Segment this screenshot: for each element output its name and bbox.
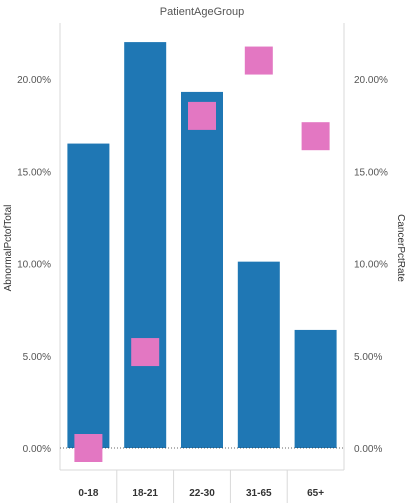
marker-31-65 (244, 46, 273, 75)
left-y-tick-label: 20.00% (17, 75, 51, 86)
bar-series (67, 42, 337, 448)
x-axis-ticks: 0-18 18-21 22-30 31-65 65+ (78, 488, 324, 499)
right-y-tick-label: 10.00% (354, 260, 388, 271)
right-y-tick-label: 15.00% (354, 167, 388, 178)
left-axis-ticks: 0.00% 5.00% 10.00% 15.00% 20.00% (17, 75, 51, 455)
marker-22-30 (188, 101, 216, 130)
left-y-tick-label: 0.00% (23, 444, 51, 455)
x-tick-label: 31-65 (246, 488, 272, 499)
category-dividers (116, 470, 288, 503)
bar-65+ (294, 329, 337, 448)
chart-title: PatientAgeGroup (160, 6, 244, 18)
left-y-tick-label: 15.00% (17, 167, 51, 178)
right-y-tick-label: 20.00% (354, 75, 388, 86)
bar-22-30 (181, 91, 223, 448)
left-y-tick-label: 5.00% (23, 352, 51, 363)
marker-series (74, 46, 330, 462)
marker-0-18 (74, 434, 103, 462)
right-axis-title: CancerPctRate (395, 214, 406, 282)
right-y-tick-label: 5.00% (354, 352, 382, 363)
bar-0-18 (67, 143, 110, 448)
right-y-tick-label: 0.00% (354, 444, 382, 455)
left-axis-title: AbnormalPctofTotal (3, 205, 14, 292)
x-tick-label: 0-18 (78, 488, 98, 499)
x-tick-label: 65+ (307, 488, 324, 499)
x-tick-label: 22-30 (189, 488, 215, 499)
left-y-tick-label: 10.00% (17, 260, 51, 271)
x-tick-label: 18-21 (132, 488, 158, 499)
marker-65+ (301, 122, 330, 151)
bar-31-65 (237, 261, 280, 448)
right-axis-ticks: 0.00% 5.00% 10.00% 15.00% 20.00% (354, 75, 388, 455)
marker-18-21 (131, 338, 160, 367)
bar-18-21 (124, 42, 167, 448)
